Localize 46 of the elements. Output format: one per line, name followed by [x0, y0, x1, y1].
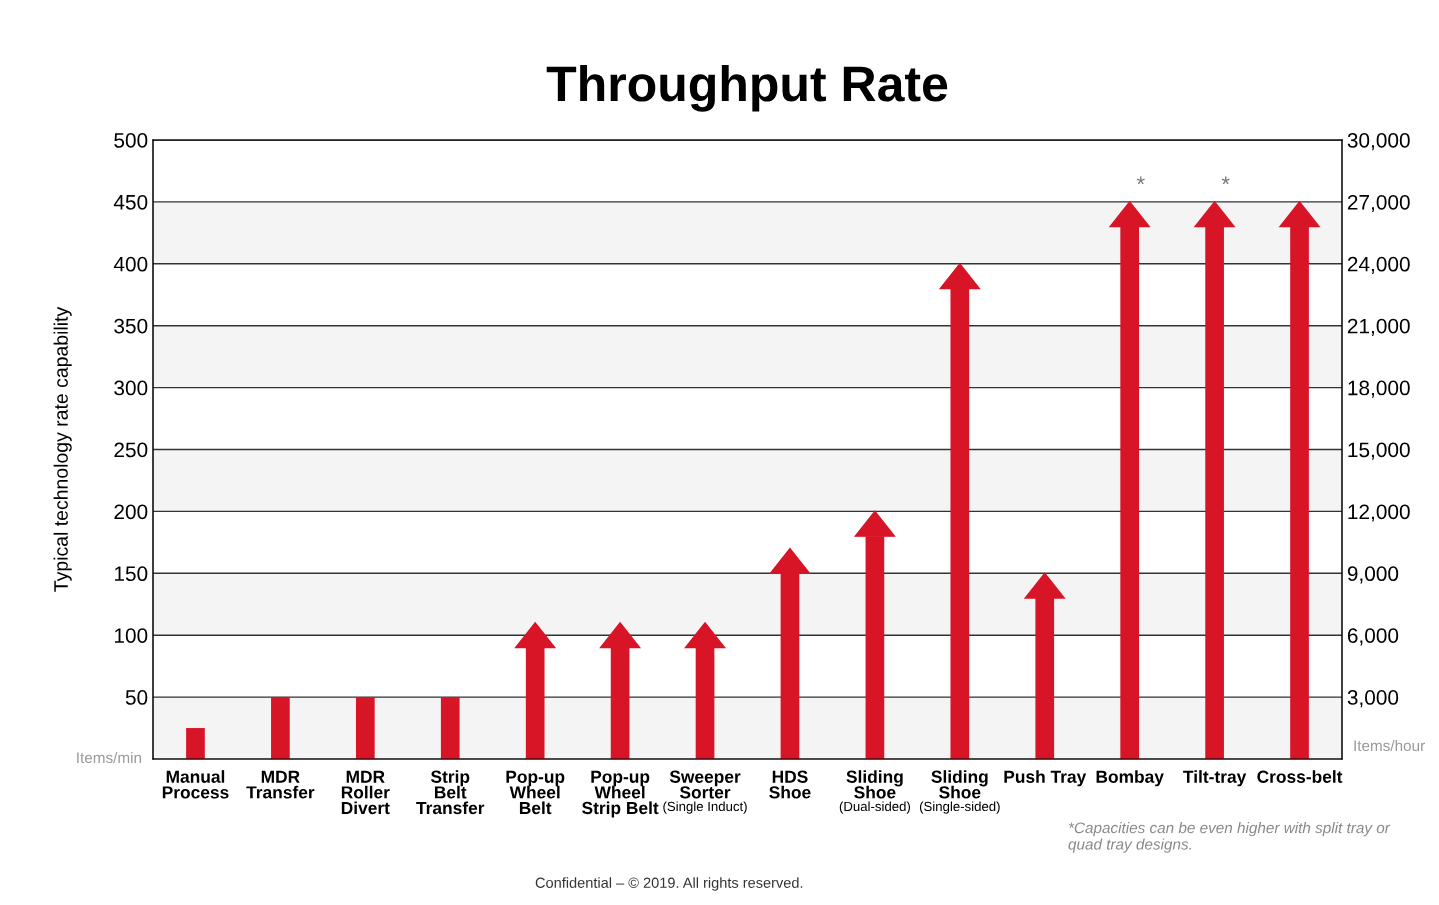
text: Confidential – © 2019. All rights reserved.	[535, 877, 803, 891]
y-tick-label: 100	[114, 628, 148, 643]
x-tick-label: Sweeper Sorter (Single Induct)	[663, 770, 747, 814]
x-tick-label: Cross-belt	[1257, 770, 1343, 783]
annotation: *	[1136, 176, 1145, 185]
y2-tick-label: 3,000	[1347, 690, 1399, 708]
y-tick-label: 250	[114, 442, 148, 458]
text: *Capacities can be even higher with split tray or quad tray designs.	[1068, 822, 1391, 853]
x-tick-label: Push Tray	[1004, 770, 1087, 787]
bar	[186, 728, 205, 759]
y-tick-label: 450	[113, 194, 148, 210]
x-tick-label: Pop-up Wheel Strip Belt	[582, 770, 659, 818]
bar	[355, 697, 375, 759]
x-tick-label: Strip Belt Transfer	[416, 770, 485, 815]
annotation: *	[1221, 176, 1230, 185]
y-tick-label: 400	[113, 256, 148, 272]
y-tick-label: 300	[114, 380, 148, 396]
text: Items/min	[77, 751, 142, 764]
y2-tick-label: 9,000	[1347, 566, 1399, 584]
x-tick-label: Tilt-tray	[1183, 770, 1247, 787]
x-tick-label: HDS Shoe	[769, 770, 811, 799]
y2-tick-label: 15,000	[1348, 442, 1410, 460]
x-tick-label: Sliding Shoe (Dual-sided)	[839, 770, 911, 814]
x-tick-label: Manual Process	[162, 770, 229, 799]
bar	[440, 697, 460, 759]
bar	[271, 697, 290, 759]
y2-tick-label: 21,000	[1347, 318, 1410, 336]
x-tick-label: Bombay	[1096, 770, 1164, 787]
y2-tick-label: 6,000	[1347, 628, 1399, 646]
y-tick-label: 500	[114, 133, 148, 148]
x-tick-label: Sliding Shoe (Single-sided)	[919, 770, 1000, 814]
y-tick-label: 50	[125, 690, 148, 705]
y-tick-label: 150	[114, 566, 148, 582]
y2-tick-label: 24,000	[1347, 256, 1410, 275]
y2-tick-label: 12,000	[1348, 504, 1410, 522]
text: Items/hour	[1354, 739, 1425, 752]
chart-title: Throughput Rate	[546, 64, 948, 112]
x-tick-label: MDR Roller Divert	[341, 770, 390, 815]
y-axis-title: Typical technology rate capability	[53, 306, 72, 592]
y-tick-label: 350	[114, 318, 148, 334]
y-tick-label: 200	[114, 504, 148, 520]
y2-tick-label: 27,000	[1347, 194, 1410, 213]
y2-tick-label: 18,000	[1348, 380, 1410, 398]
x-tick-label: Pop-up Wheel Belt	[506, 770, 565, 815]
x-tick-label: MDR Transfer	[246, 770, 315, 799]
y2-tick-label: 30,000	[1347, 133, 1410, 151]
